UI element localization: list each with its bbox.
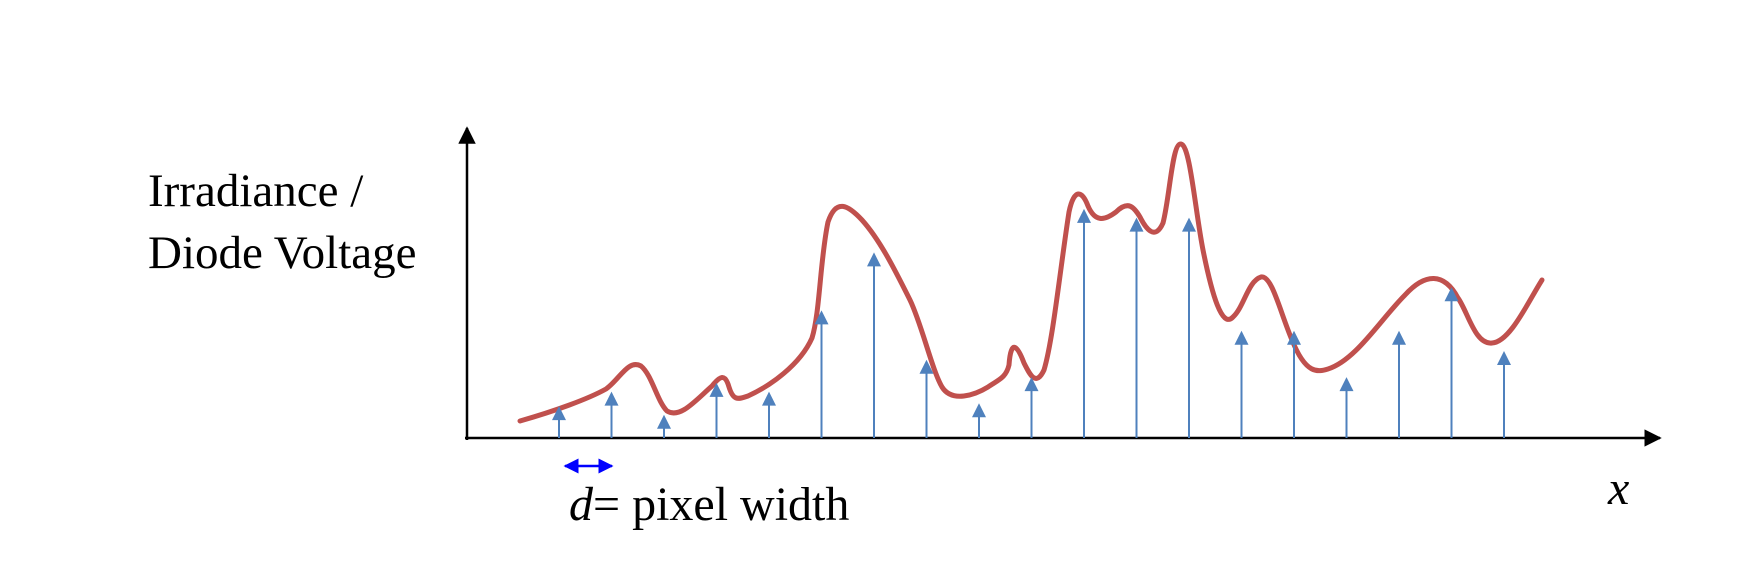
sample-arrow-head — [552, 406, 566, 421]
sample-arrow-head — [762, 391, 776, 406]
sample-arrow-head — [1182, 217, 1196, 232]
sample-arrows — [552, 208, 1511, 438]
sample-arrow-head — [604, 391, 619, 406]
y-axis-label-line2: Diode Voltage — [148, 227, 416, 279]
sample-arrow-head — [1234, 330, 1249, 345]
pixel-width-label: d= pixel width — [569, 478, 849, 531]
x-axis-label: x — [1607, 462, 1629, 515]
sample-arrow-head — [1444, 287, 1459, 302]
sample-arrow-head — [919, 359, 934, 374]
sample-arrow-head — [972, 403, 986, 418]
y-axis-label-line1: Irradiance / — [148, 165, 364, 217]
sample-arrow-head — [814, 310, 829, 325]
sample-arrow-head — [867, 252, 881, 267]
irradiance-curve — [517, 141, 1545, 424]
sample-arrow-head — [1392, 330, 1406, 345]
sample-arrow-head — [1497, 351, 1511, 365]
sample-arrow-head — [657, 414, 671, 429]
sample-arrow-head — [1287, 330, 1301, 345]
sample-arrow-head — [709, 382, 724, 397]
d-symbol: d — [569, 478, 594, 531]
sample-arrow-head — [1129, 217, 1144, 232]
sample-arrow-head — [1339, 377, 1354, 392]
d-definition: = pixel width — [593, 478, 849, 531]
sample-arrow-head — [1024, 377, 1039, 392]
sample-arrow-head — [1077, 208, 1091, 223]
